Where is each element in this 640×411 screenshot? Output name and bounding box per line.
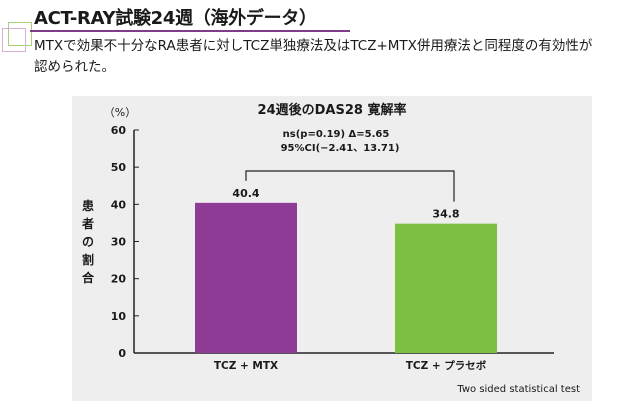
- bar-2: [395, 223, 497, 353]
- bar-value-label: 34.8: [432, 208, 459, 221]
- y-axis-label-char: の: [82, 235, 94, 249]
- y-tick-label: 10: [111, 310, 127, 323]
- y-tick-label: 30: [111, 236, 127, 249]
- chart-footnote: Two sided statistical test: [456, 384, 580, 395]
- y-tick-label: 40: [111, 198, 127, 211]
- bar-value-label: 40.4: [232, 187, 259, 200]
- y-tick-label: 0: [118, 347, 126, 360]
- page-subtitle: MTXで効果不十分なRA患者に対しTCZ単独療法及はTCZ+MTX併用療法と同程…: [34, 38, 593, 75]
- y-tick-label: 20: [111, 273, 127, 286]
- y-axis-label-char: 割: [82, 252, 94, 267]
- y-axis-label-char: 患: [82, 198, 94, 213]
- decorative-square-green: [8, 22, 32, 46]
- chart-panel: 24週後のDAS28 寛解率 （%） 患者の割合 0 10 20 30 40 50 60 4…: [72, 96, 592, 401]
- bar-1: [195, 202, 297, 353]
- x-category-label: TCZ + MTX: [214, 360, 278, 372]
- x-category-label: TCZ + プラセボ: [406, 359, 487, 372]
- chart-title: 24週後のDAS28 寛解率: [258, 102, 407, 118]
- y-tick-label: 60: [111, 124, 127, 137]
- y-tick-label: 50: [111, 161, 127, 174]
- title-underline: [30, 30, 350, 32]
- y-axis-label-char: 者: [81, 216, 94, 231]
- page-title: ACT-RAY試験24週（海外データ）: [34, 8, 317, 29]
- comparison-bracket: [245, 170, 455, 202]
- annotation-confidence-interval: 95%CI(−2.41、13.71): [281, 143, 400, 154]
- decorative-square-purple: [2, 28, 26, 52]
- y-unit-label: （%）: [104, 106, 136, 119]
- y-axis-label-char: 合: [82, 270, 95, 285]
- annotation-significance: ns(p=0.19) Δ=5.65: [283, 129, 390, 140]
